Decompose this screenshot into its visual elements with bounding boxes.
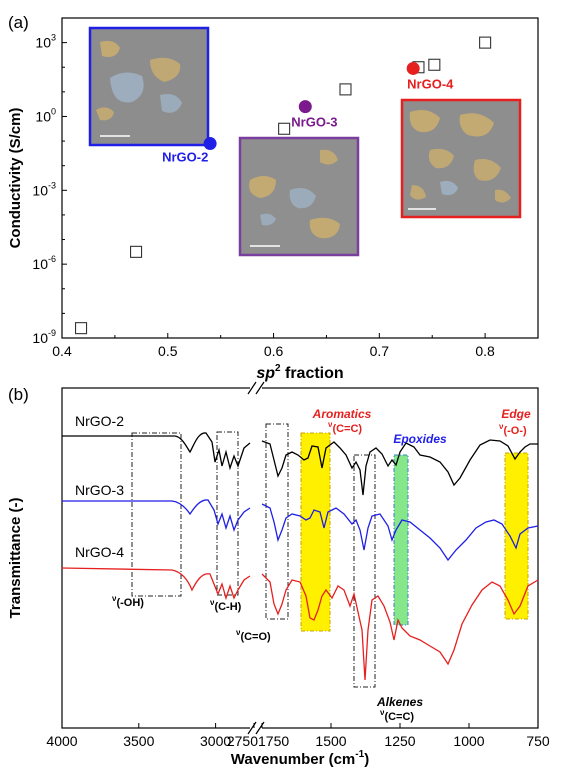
panel-a-x-axis-label: sp2 fraction bbox=[256, 363, 343, 382]
panel-b-x-axis-label: Wavenumber (cm-1) bbox=[231, 749, 369, 768]
inset-image-nrgo-2 bbox=[88, 26, 210, 147]
x-tick-label: 1500 bbox=[315, 733, 346, 749]
x-tick-label: 1000 bbox=[453, 733, 484, 749]
data-point-square bbox=[479, 36, 492, 49]
annotation-oh-nu: ν bbox=[112, 594, 117, 603]
x-tick-label: 0.8 bbox=[475, 343, 495, 359]
x-tick-label: 750 bbox=[526, 733, 550, 749]
series-line-nrgo-2 bbox=[62, 432, 538, 496]
annotation-co-text: (C=O) bbox=[240, 631, 271, 643]
panel-a-points bbox=[74, 36, 492, 335]
y-tick-label: 103 bbox=[35, 33, 56, 51]
box-oh bbox=[131, 432, 182, 597]
box-co bbox=[265, 423, 289, 620]
annotation-alkenes-nu: ν bbox=[380, 708, 385, 717]
data-point-square bbox=[428, 58, 441, 71]
xlabel-a-rest: fraction bbox=[281, 365, 344, 382]
xlabel-b-end: ) bbox=[364, 751, 369, 768]
data-point-nrgo-3 bbox=[298, 100, 312, 114]
point-label-nrgo-2: NrGO-2 bbox=[162, 150, 208, 165]
panel-a-point-labels: NrGO-2 NrGO-3 NrGO-4 bbox=[162, 76, 454, 164]
annotation-ch-nu: ν bbox=[210, 598, 215, 607]
y-tick-label: 10-9 bbox=[32, 328, 56, 346]
series-line-nrgo-3 bbox=[62, 499, 539, 562]
y-tick-label: 10-6 bbox=[32, 254, 56, 272]
panel-a-x-ticks: 0.4 0.5 0.6 0.7 0.8 bbox=[52, 333, 495, 359]
annotation-edge: ν(-O-) bbox=[499, 422, 527, 437]
annotation-aromatics-nu: ν bbox=[328, 420, 333, 429]
x-tick-label: 0.6 bbox=[264, 343, 284, 359]
box-alkenes bbox=[353, 454, 376, 688]
panel-b-label: (b) bbox=[8, 385, 29, 404]
xlabel-a-main: sp bbox=[256, 365, 275, 382]
panel-b-frame bbox=[61, 387, 539, 729]
x-tick-label: 1750 bbox=[258, 733, 289, 749]
annotation-epoxides-name: Epoxides bbox=[393, 432, 447, 446]
annotation-alkenes: ν(C=C) bbox=[380, 708, 414, 723]
xlabel-b-main: Wavenumber (cm bbox=[231, 751, 355, 768]
panel-a-plot: 0.4 0.5 0.6 0.7 0.8 10-9 10-6 10-3 100 103 bbox=[32, 17, 539, 359]
annotation-ch: ν(C-H) bbox=[210, 598, 242, 613]
x-tick-label: 0.7 bbox=[370, 343, 390, 359]
x-tick-label: 1250 bbox=[384, 733, 415, 749]
xlabel-b-sup: -1 bbox=[355, 749, 364, 760]
annotation-edge-text: (-O-) bbox=[503, 425, 527, 437]
panel-a-frame bbox=[61, 17, 539, 339]
y-tick-label: 10-3 bbox=[32, 180, 56, 198]
panel-b-y-axis-label: Transmittance (-) bbox=[7, 498, 24, 619]
data-point-nrgo-4 bbox=[406, 61, 420, 75]
axis-break-bottom bbox=[247, 721, 265, 735]
series-line-nrgo-4 bbox=[61, 567, 539, 681]
band-edge bbox=[504, 452, 529, 620]
data-point-square bbox=[129, 245, 143, 258]
legend-nrgo-4: NrGO-4 bbox=[75, 544, 124, 560]
x-tick-label: 3500 bbox=[123, 733, 154, 749]
band-epoxides bbox=[393, 454, 409, 626]
legend-nrgo-2: NrGO-2 bbox=[75, 413, 124, 429]
annotation-oh-text: (-OH) bbox=[116, 597, 144, 609]
x-tick-label: 3000 bbox=[200, 733, 231, 749]
y-tick-label: 100 bbox=[35, 106, 56, 124]
annotation-aromatics-name: Aromatics bbox=[312, 407, 372, 421]
annotation-edge-nu: ν bbox=[499, 422, 504, 431]
annotation-ch-text: (C-H) bbox=[214, 601, 241, 613]
legend-nrgo-3: NrGO-3 bbox=[75, 482, 124, 498]
x-tick-label: 0.4 bbox=[52, 343, 72, 359]
annotation-co-nu: ν bbox=[236, 628, 241, 637]
x-tick-label: 4000 bbox=[46, 733, 77, 749]
x-tick-label: 2750 bbox=[227, 733, 258, 749]
data-point-square bbox=[74, 322, 88, 335]
data-point-nrgo-2 bbox=[203, 137, 217, 151]
annotation-edge-name: Edge bbox=[501, 407, 531, 421]
inset-image-nrgo-4 bbox=[400, 98, 522, 219]
xlabel-a-sup: 2 bbox=[275, 363, 281, 374]
annotation-oh: ν(-OH) bbox=[112, 594, 144, 609]
annotation-alkenes-text: (C=C) bbox=[384, 711, 414, 723]
x-tick-label: 0.5 bbox=[158, 343, 178, 359]
annotation-aromatics-text: (C=C) bbox=[332, 423, 362, 435]
data-point-square bbox=[339, 83, 352, 96]
band-aromatics bbox=[300, 432, 331, 632]
panel-a-y-axis-label: Conductivity (S/cm) bbox=[7, 108, 24, 249]
annotation-alkenes-name: Alkenes bbox=[376, 695, 423, 709]
axis-break-top bbox=[247, 381, 265, 395]
point-label-nrgo-3: NrGO-3 bbox=[291, 115, 337, 130]
panel-a-label: (a) bbox=[8, 13, 29, 32]
annotation-aromatics: ν(C=C) bbox=[328, 420, 362, 435]
panel-a-y-ticks: 10-9 10-6 10-3 100 103 bbox=[32, 17, 67, 346]
annotation-co: ν(C=O) bbox=[236, 628, 271, 643]
inset-image-nrgo-3 bbox=[238, 136, 360, 257]
point-label-nrgo-4: NrGO-4 bbox=[407, 76, 454, 91]
data-point-square bbox=[278, 122, 291, 135]
